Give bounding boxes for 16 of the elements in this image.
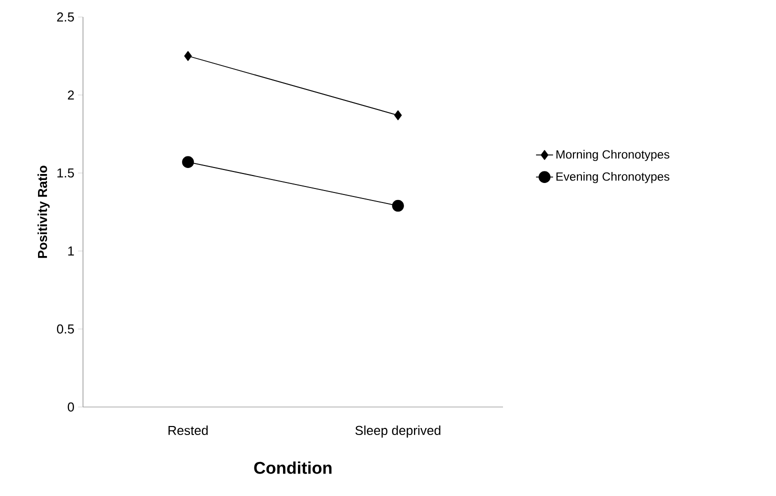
y-tick-label: 2: [68, 90, 74, 100]
legend-label: Evening Chronotypes: [556, 172, 670, 184]
y-tick-label: 1.5: [57, 168, 74, 178]
y-tick-label: 0: [68, 402, 74, 412]
x-tick-label: Sleep deprived: [355, 426, 440, 438]
y-axis-title: Positivity Ratio: [38, 166, 50, 258]
point: [184, 51, 192, 61]
point: [394, 110, 402, 120]
point: [392, 200, 404, 212]
x-axis-title: Condition: [254, 461, 332, 474]
x-tick-label: Rested: [168, 426, 208, 436]
y-tick-label: 1: [68, 246, 74, 256]
y-tick-label: 0.5: [56, 324, 74, 334]
legend-label: Morning Chronotypes: [556, 150, 670, 162]
y-tick-label: 2.5: [57, 12, 74, 22]
point: [182, 156, 194, 168]
